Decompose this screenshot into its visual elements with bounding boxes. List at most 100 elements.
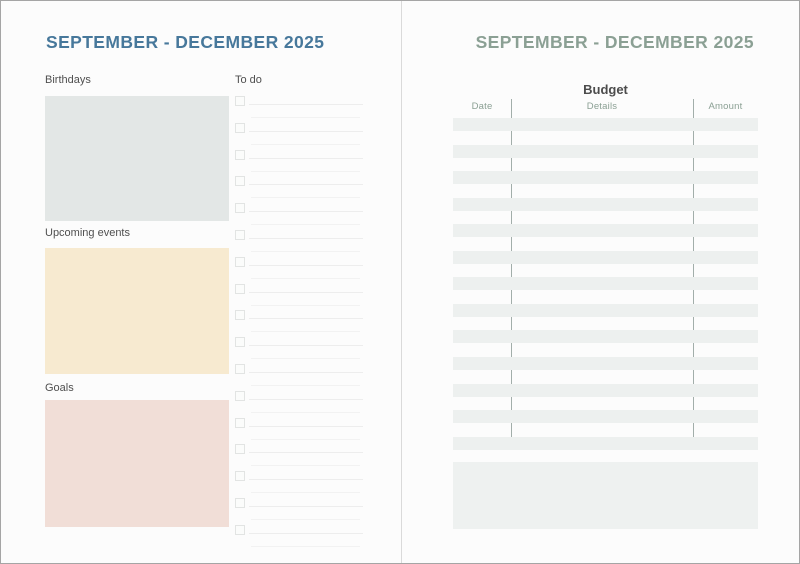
todo-write-line-secondary: [251, 224, 360, 226]
todo-checkbox[interactable]: [235, 230, 245, 240]
upcoming-events-box[interactable]: [45, 248, 229, 374]
budget-column-header-amount: Amount: [708, 101, 743, 112]
todo-write-line: [249, 532, 363, 534]
todo-item[interactable]: [235, 149, 363, 177]
todo-write-line-secondary: [251, 304, 360, 306]
birthdays-label: Birthdays: [45, 74, 91, 86]
budget-column-divider-right: [693, 99, 694, 449]
todo-item[interactable]: [235, 364, 363, 391]
todo-write-line: [249, 425, 363, 427]
todo-label: To do: [235, 74, 262, 86]
todo-item[interactable]: [235, 256, 363, 284]
todo-write-line: [249, 130, 363, 132]
budget-table-row[interactable]: [453, 356, 758, 370]
todo-checkbox[interactable]: [235, 444, 245, 455]
notes-box[interactable]: [453, 462, 758, 529]
todo-checkbox[interactable]: [235, 96, 245, 106]
todo-checkbox[interactable]: [235, 176, 245, 187]
todo-write-line: [249, 211, 363, 213]
todo-item[interactable]: [235, 122, 363, 150]
todo-write-line-secondary: [251, 277, 360, 279]
todo-item[interactable]: [235, 337, 363, 364]
todo-write-line: [249, 398, 363, 400]
todo-write-line-secondary: [251, 465, 360, 467]
budget-rows: [453, 118, 758, 450]
todo-write-line-secondary: [251, 411, 360, 413]
budget-table-row[interactable]: [453, 303, 758, 317]
todo-item[interactable]: [235, 230, 363, 257]
budget-table-row[interactable]: [453, 197, 758, 211]
todo-item[interactable]: [235, 390, 363, 418]
todo-write-line: [249, 479, 363, 481]
todo-checkbox[interactable]: [235, 471, 245, 482]
todo-write-line-secondary: [251, 492, 360, 494]
left-page-title: SEPTEMBER - DECEMBER 2025: [46, 32, 325, 52]
todo-list: [235, 96, 363, 547]
todo-item[interactable]: [235, 524, 363, 552]
todo-write-line: [249, 264, 363, 266]
todo-write-line: [249, 157, 363, 159]
todo-write-line: [249, 372, 363, 373]
todo-write-line: [249, 452, 363, 454]
todo-write-line: [249, 318, 363, 320]
goals-box[interactable]: [45, 400, 229, 527]
budget-table-row[interactable]: [453, 330, 758, 344]
todo-checkbox[interactable]: [235, 524, 245, 535]
budget-table-row[interactable]: [453, 118, 758, 131]
todo-item[interactable]: [235, 176, 363, 203]
budget-table-row[interactable]: [453, 410, 758, 424]
goals-label: Goals: [45, 382, 74, 394]
todo-write-line-secondary: [251, 331, 360, 333]
upcoming-events-label: Upcoming events: [45, 227, 130, 239]
budget-table-row[interactable]: [453, 144, 758, 158]
budget-table-row[interactable]: [453, 383, 758, 397]
todo-write-line-secondary: [251, 438, 360, 440]
todo-item[interactable]: [235, 283, 363, 311]
todo-checkbox[interactable]: [235, 337, 245, 348]
todo-write-line: [249, 506, 363, 507]
todo-checkbox[interactable]: [235, 283, 245, 294]
todo-item[interactable]: [235, 444, 363, 471]
todo-write-line-secondary: [251, 170, 360, 172]
todo-write-line: [249, 184, 363, 186]
todo-write-line: [249, 104, 363, 105]
todo-item[interactable]: [235, 203, 363, 230]
todo-item[interactable]: [235, 310, 363, 337]
todo-checkbox[interactable]: [235, 310, 245, 321]
todo-checkbox[interactable]: [235, 390, 245, 401]
budget-table-row[interactable]: [453, 171, 758, 185]
budget-table-row[interactable]: [453, 436, 758, 450]
budget-column-header-date: Date: [471, 101, 493, 112]
budget-table-row[interactable]: [453, 277, 758, 291]
budget-table-row[interactable]: [453, 224, 758, 238]
todo-item[interactable]: [235, 96, 363, 123]
page-divider: [401, 1, 402, 563]
budget-heading: Budget: [583, 82, 628, 97]
todo-checkbox[interactable]: [235, 149, 245, 160]
todo-item[interactable]: [235, 498, 363, 525]
todo-checkbox[interactable]: [235, 417, 245, 428]
todo-item[interactable]: [235, 417, 363, 445]
right-page-title: SEPTEMBER - DECEMBER 2025: [475, 32, 754, 52]
budget-table-row[interactable]: [453, 250, 758, 264]
budget-column-divider-left: [511, 99, 512, 449]
todo-item[interactable]: [235, 471, 363, 498]
todo-checkbox[interactable]: [235, 203, 245, 214]
todo-write-line-secondary: [251, 545, 360, 547]
todo-write-line-secondary: [251, 358, 360, 360]
todo-write-line-secondary: [251, 143, 360, 145]
todo-write-line: [249, 291, 363, 293]
todo-write-line: [249, 238, 363, 239]
birthdays-box[interactable]: [45, 96, 229, 221]
todo-write-line-secondary: [251, 251, 360, 252]
todo-write-line-secondary: [251, 197, 360, 199]
budget-column-header-details: Details: [586, 101, 618, 112]
todo-checkbox[interactable]: [235, 498, 245, 508]
todo-checkbox[interactable]: [235, 256, 245, 267]
todo-checkbox[interactable]: [235, 122, 245, 133]
todo-checkbox[interactable]: [235, 364, 245, 374]
todo-write-line: [249, 345, 363, 347]
